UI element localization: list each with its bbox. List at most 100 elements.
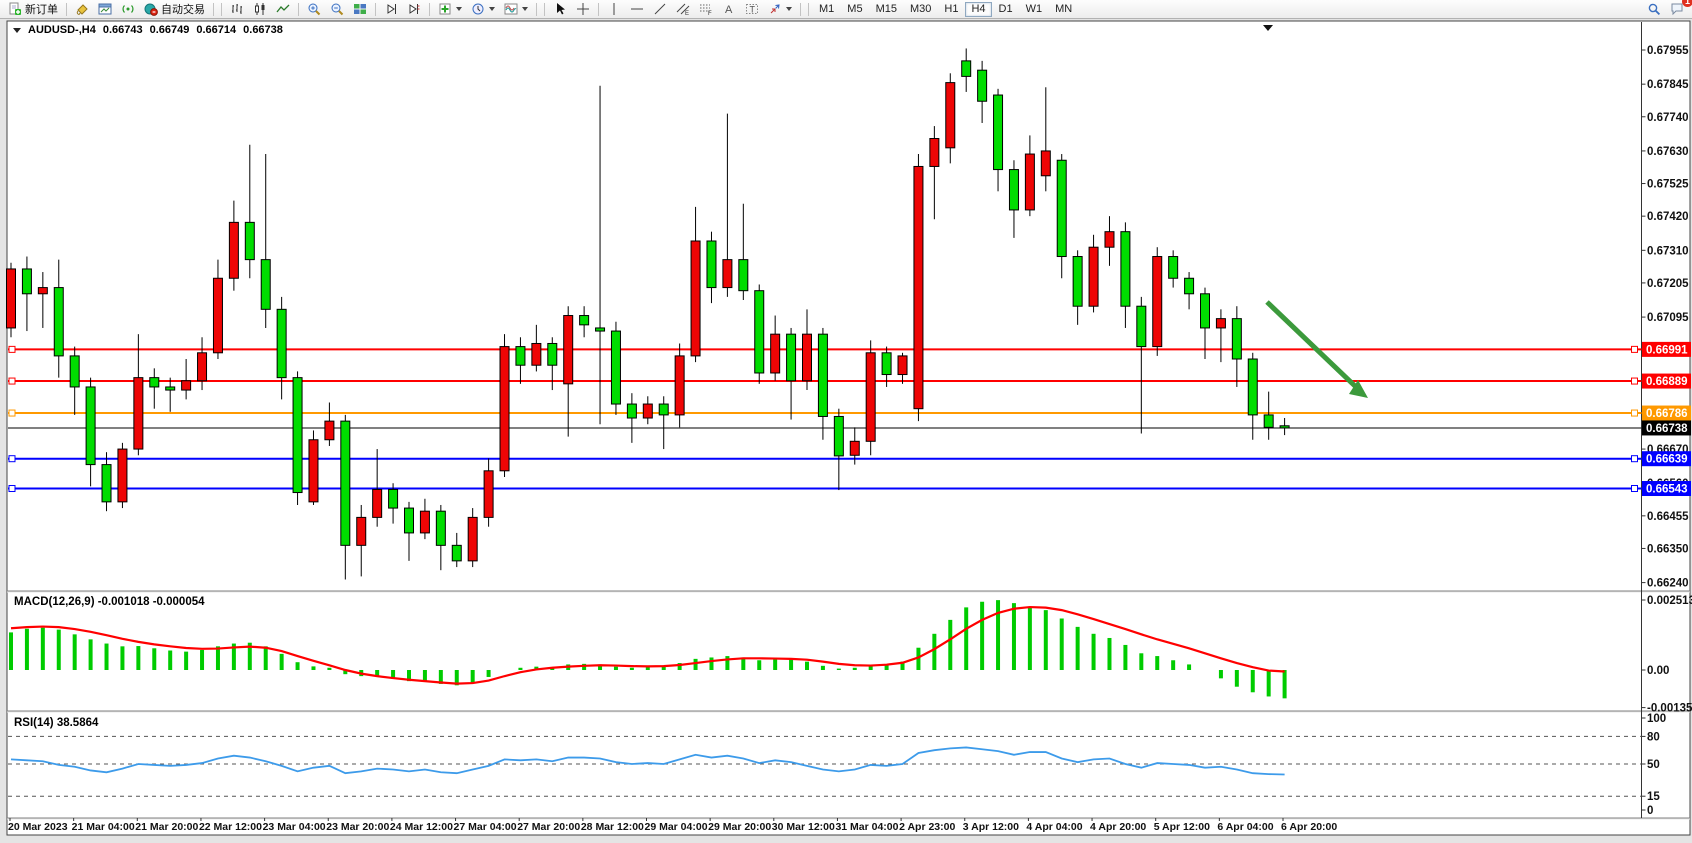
tile-windows-icon — [354, 4, 366, 14]
horizontal-line-tool-button[interactable] — [626, 1, 648, 18]
candle — [308, 439, 319, 503]
price-tick-label: 0.67095 — [1647, 312, 1689, 324]
autotrade-button[interactable]: 自动交易 — [140, 1, 209, 18]
chart-low-value: 0.66714 — [196, 24, 237, 36]
candle — [563, 315, 574, 385]
arrows-shapes-icon — [770, 4, 780, 14]
text-label-tool-button[interactable]: T — [741, 1, 763, 18]
price-tick-label: 0.67310 — [1647, 245, 1689, 257]
toolbar-separator — [800, 2, 801, 16]
toolbar-separator — [66, 2, 67, 16]
candle — [483, 470, 494, 518]
price-chip-label: 0.66991 — [1646, 344, 1688, 356]
channel-tool-button[interactable]: E — [672, 1, 694, 18]
timeframe-mn-button[interactable]: MN — [1049, 2, 1078, 17]
price-chip-label: 0.66889 — [1646, 376, 1688, 388]
chart-shift-button[interactable] — [403, 1, 425, 18]
candle — [467, 516, 478, 562]
cursor-tool-button[interactable] — [549, 1, 571, 18]
candle — [212, 277, 223, 354]
hline-right-handle[interactable] — [1631, 409, 1638, 417]
timeframe-h1-button[interactable]: H1 — [938, 2, 964, 17]
time-label: 6 Apr 04:00 — [1217, 821, 1273, 833]
signals-button[interactable] — [117, 1, 139, 18]
chevron-down-icon — [786, 7, 792, 11]
trend-arrow[interactable] — [1265, 300, 1358, 389]
timeframe-w1-button[interactable]: W1 — [1020, 2, 1049, 17]
indicators-button[interactable] — [434, 1, 466, 18]
chat-button[interactable] — [1666, 0, 1688, 17]
svg-text:F: F — [708, 11, 712, 16]
styler-button[interactable] — [71, 1, 93, 18]
search-button[interactable] — [1643, 1, 1665, 18]
candle — [228, 221, 239, 279]
timeframe-m15-button[interactable]: M15 — [870, 2, 903, 17]
candle — [6, 268, 16, 329]
zoom-in-button[interactable] — [303, 1, 325, 18]
hline-left-handle[interactable] — [8, 485, 16, 493]
new-order-label: 新订单 — [25, 4, 58, 16]
periods-button[interactable] — [467, 1, 499, 18]
candle — [929, 138, 940, 167]
chart-symbol-period: AUDUSD-,H4 — [28, 24, 96, 36]
chart-high-value: 0.66749 — [149, 24, 190, 36]
trendline-tool-button[interactable] — [649, 1, 671, 18]
chart-header: AUDUSD-,H4 0.66743 0.66749 0.66714 0.667… — [13, 24, 283, 36]
bar-chart-icon — [232, 4, 242, 14]
chevron-down-icon — [522, 7, 528, 11]
hline-right-handle[interactable] — [1631, 377, 1638, 385]
rsi-tick-label: 80 — [1647, 731, 1660, 743]
zoom-out-icon — [331, 3, 344, 16]
rsi-pane-label: RSI(14) 38.5864 — [14, 717, 99, 729]
candle — [451, 544, 462, 562]
hline-right-handle[interactable] — [1631, 455, 1638, 463]
candle — [1104, 231, 1115, 248]
arrows-tool-button[interactable] — [764, 1, 796, 18]
candle — [1072, 256, 1083, 307]
candle — [69, 355, 80, 388]
candle — [817, 333, 828, 417]
candle-chart-button[interactable] — [249, 1, 271, 18]
chart-window-icon — [98, 3, 112, 15]
candle — [1279, 425, 1290, 429]
timeframe-m30-button[interactable]: M30 — [904, 2, 937, 17]
candle — [786, 333, 797, 382]
hline-right-handle[interactable] — [1631, 485, 1638, 493]
new-order-button[interactable]: 新订单 — [4, 1, 62, 18]
crosshair-icon — [577, 3, 589, 15]
svg-text:A: A — [725, 4, 733, 16]
bar-chart-button[interactable] — [226, 1, 248, 18]
hline-right-handle[interactable] — [1631, 345, 1638, 353]
hline-left-handle[interactable] — [8, 345, 16, 353]
chart-menu-triangle-icon[interactable] — [13, 27, 21, 33]
candle — [738, 259, 749, 292]
templates-button[interactable] — [500, 1, 532, 18]
candle — [419, 510, 430, 534]
fibonacci-tool-button[interactable]: F — [695, 1, 717, 18]
hline-left-handle[interactable] — [8, 455, 16, 463]
vertical-line-tool-button[interactable] — [603, 1, 625, 18]
candle — [197, 352, 208, 382]
hline-left-handle[interactable] — [8, 409, 16, 417]
chart-shift-icon — [409, 4, 420, 14]
candle — [53, 287, 64, 357]
tile-windows-button[interactable] — [349, 1, 371, 18]
chart-collapse-triangle-icon[interactable] — [1263, 25, 1273, 31]
crosshair-tool-button[interactable] — [572, 1, 594, 18]
candle — [690, 240, 701, 357]
trend-arrow-head[interactable] — [1349, 380, 1368, 398]
timeframe-m5-button[interactable]: M5 — [841, 2, 868, 17]
timeframe-m1-button[interactable]: M1 — [813, 2, 840, 17]
new-chart-button[interactable] — [94, 1, 116, 18]
candle — [706, 240, 717, 289]
text-tool-button[interactable]: A — [718, 1, 740, 18]
zoom-out-button[interactable] — [326, 1, 348, 18]
auto-scroll-button[interactable] — [380, 1, 402, 18]
hline-left-handle[interactable] — [8, 377, 16, 385]
notification-badge: 1 — [1681, 0, 1692, 7]
time-label: 28 Mar 12:00 — [581, 821, 644, 833]
line-chart-button[interactable] — [272, 1, 294, 18]
timeframe-d1-button[interactable]: D1 — [993, 2, 1019, 17]
timeframe-h4-button[interactable]: H4 — [965, 1, 992, 17]
